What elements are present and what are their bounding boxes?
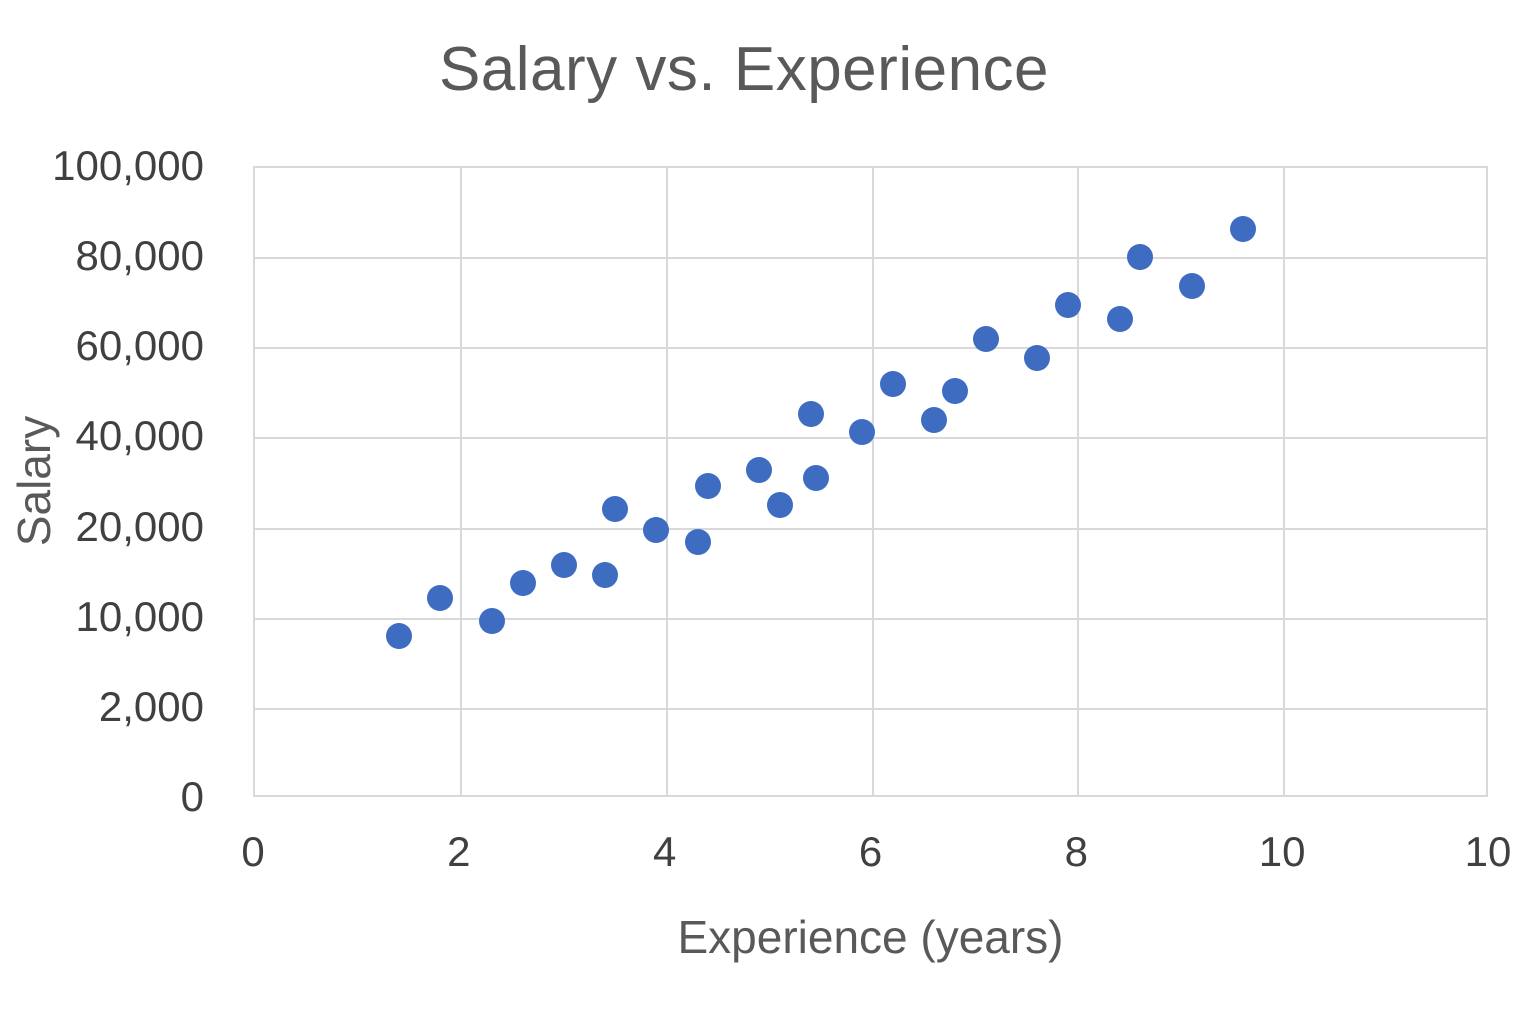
data-point [478, 607, 505, 634]
x-tick-label: 0 [241, 828, 265, 875]
data-point [643, 517, 670, 544]
data-point [509, 569, 536, 596]
y-tick-label: 0 [180, 773, 204, 820]
data-point [1106, 305, 1133, 332]
data-point [797, 400, 824, 427]
data-point [386, 622, 413, 649]
gridline-horizontal [255, 527, 1486, 530]
data-point [1055, 292, 1082, 319]
data-point [1178, 273, 1205, 300]
plot-area [253, 166, 1488, 797]
chart-title: Salary vs. Experience [438, 35, 1050, 104]
data-point [972, 326, 999, 353]
x-tick-label: 10 [1464, 828, 1512, 875]
data-point [684, 529, 711, 556]
data-point [591, 562, 618, 589]
data-point [602, 496, 629, 523]
data-point [802, 465, 829, 492]
gridline-vertical [1077, 168, 1080, 795]
x-tick-label: 2 [447, 828, 471, 875]
data-point [1230, 215, 1256, 242]
data-point [427, 584, 454, 611]
data-point [766, 491, 793, 518]
y-tick-label: 60,000 [75, 322, 204, 370]
data-point [1127, 244, 1154, 271]
x-axis-tick-labels: 0 2 4 6 8 10 10 [241, 828, 1511, 888]
data-point [1024, 345, 1051, 372]
gridline-horizontal [255, 707, 1486, 710]
x-tick-label: 10 [1258, 828, 1306, 875]
data-point [694, 472, 721, 499]
x-tick-label: 6 [858, 828, 883, 875]
y-tick-label: 10,000 [75, 592, 204, 640]
gridline-vertical [459, 168, 462, 795]
x-tick-label: 8 [1064, 828, 1089, 875]
gridline-vertical [665, 168, 668, 795]
y-tick-label: 20,000 [75, 502, 204, 550]
gridline-horizontal [255, 347, 1486, 350]
y-axis-tick-labels: 100,000 80,000 60,000 40,000 20,000 10,000 2,0… [0, 142, 210, 820]
x-axis-title: Experience (years) [677, 911, 1064, 963]
data-point [941, 378, 968, 405]
data-point [849, 418, 876, 445]
y-tick-label: 100,000 [52, 142, 204, 189]
data-point [921, 407, 948, 434]
y-tick-label: 2,000 [98, 682, 204, 730]
y-tick-label: 40,000 [75, 412, 204, 460]
gridline-vertical [1283, 168, 1286, 795]
data-point [746, 456, 773, 483]
x-tick-label: 4 [652, 828, 677, 875]
data-point [550, 551, 577, 578]
gridline-horizontal [255, 617, 1486, 620]
y-tick-label: 80,000 [75, 232, 204, 280]
data-point [880, 371, 907, 398]
gridline-horizontal [255, 257, 1486, 260]
gridline-vertical [871, 168, 874, 795]
